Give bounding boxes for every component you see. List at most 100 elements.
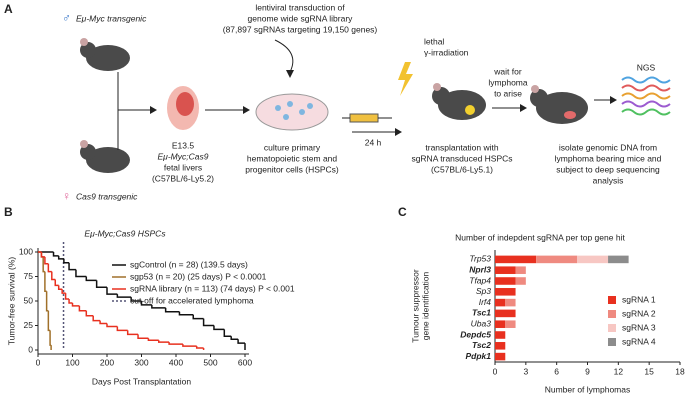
survival-step: [126, 330, 139, 336]
survival-step: [68, 262, 76, 271]
survival-step: [49, 330, 52, 346]
culture-text: culture primary: [264, 142, 321, 152]
ngs-text: NGS: [637, 62, 656, 72]
survival-step: [78, 305, 87, 312]
culture-text: hematopoietic stem and: [247, 153, 338, 163]
bar-segment: [495, 342, 506, 350]
wait-text: to arise: [494, 88, 522, 98]
bar-segment: [577, 255, 609, 264]
y-axis-label: Tumour suppressor: [410, 269, 420, 343]
lightning: [398, 62, 413, 96]
x-tick-label: 400: [169, 357, 183, 367]
survival-step: [45, 291, 49, 312]
bar-segment: [515, 277, 526, 285]
male-line: Eμ-Myc transgenic: [76, 13, 147, 23]
y-axis-label: Tumor-free survival (%): [6, 257, 16, 346]
transplant-text: transplantation with: [425, 142, 499, 152]
survival-step: [57, 255, 64, 260]
x-tick-label: 0: [36, 357, 41, 367]
wait-text: wait for: [493, 66, 522, 76]
bar-segment: [495, 331, 506, 339]
panel-label: C: [398, 205, 407, 219]
category-label: Sp3: [476, 286, 491, 296]
x-axis-label: Days Post Transplantation: [92, 376, 191, 386]
survival-step: [63, 258, 70, 264]
legend-label: sgRNA 3: [622, 322, 656, 332]
x-tick-label: 18: [675, 366, 685, 376]
survival-step: [71, 302, 80, 307]
survival-step: [116, 294, 132, 298]
x-axis-label: Number of lymphomas: [545, 384, 631, 394]
embryo-text: (C57BL/6-Ly5.2): [152, 173, 214, 183]
chart-title: Eμ-Myc;Cas9 HSPCs: [84, 228, 166, 238]
sequencing-text: analysis: [593, 175, 624, 185]
survival-step: [44, 256, 49, 265]
x-tick-label: 300: [134, 357, 148, 367]
transplant-text: sgRNA transduced HSPCs: [411, 153, 512, 163]
survival-step: [85, 310, 94, 317]
chart-title: Number of indepdent sgRNA per top gene h…: [455, 232, 625, 242]
category-label: Tsc1: [472, 308, 491, 318]
survival-step: [140, 301, 152, 306]
arrow: [520, 104, 527, 112]
category-label: Uba3: [471, 318, 492, 328]
legend-label: sgRNA 1: [622, 294, 656, 304]
survival-step: [151, 304, 166, 309]
category-label: Trp53: [469, 254, 491, 264]
x-tick-label: 6: [554, 366, 559, 376]
survival-step: [52, 252, 59, 257]
irradiation-text: γ-irradiation: [424, 47, 469, 57]
legend-swatch: [608, 310, 616, 318]
bar-segment: [608, 255, 629, 264]
survival-step: [106, 323, 118, 328]
male-symbol: ♂: [62, 11, 71, 25]
bar-segment: [495, 320, 506, 328]
x-tick-label: 15: [644, 366, 654, 376]
female-line: Cas9 transgenic: [76, 191, 138, 201]
embryo-text: Eμ-Myc;Cas9: [158, 151, 209, 161]
survival-step: [47, 310, 51, 332]
category-label: Nprl3: [469, 264, 491, 274]
x-tick-label: 9: [585, 366, 590, 376]
y-axis-label: gene identification: [420, 271, 430, 340]
sequencing-text: isolate genomic DNA from: [559, 142, 657, 152]
survival-step: [116, 326, 128, 332]
sequencing-text: subject to deep sequencing: [556, 164, 660, 174]
syringe: [342, 113, 392, 123]
x-tick-label: 3: [523, 366, 528, 376]
legend-label: sgRNA library (n = 113) (74 days) P < 0.…: [130, 283, 295, 293]
bar-segment: [495, 266, 516, 274]
legend-label: sgRNA 2: [622, 308, 656, 318]
x-tick-label: 600: [238, 357, 252, 367]
transplant-text: (C57BL/6-Ly5.1): [431, 164, 493, 174]
x-tick-label: 500: [203, 357, 217, 367]
category-label: Depdc5: [460, 329, 491, 339]
survival-step: [213, 325, 225, 331]
survival-step: [44, 271, 47, 292]
x-tick-label: 12: [614, 366, 624, 376]
survival-step: [99, 320, 107, 325]
cross-line: [117, 72, 150, 150]
survival-step: [95, 280, 107, 289]
lymphoma: [564, 111, 576, 119]
bar-segment: [495, 288, 516, 296]
bar-segment: [505, 298, 516, 307]
sequencing-text: lymphoma bearing mice and: [555, 153, 662, 163]
arrow: [610, 96, 617, 104]
radiation-badge: [465, 105, 475, 115]
survival-step: [54, 279, 59, 287]
embryo-text: E13.5: [172, 140, 194, 150]
female-symbol: ♀: [62, 189, 71, 203]
irradiation-text: lethal: [424, 36, 444, 46]
bar-segment: [505, 320, 516, 328]
x-tick-label: 200: [100, 357, 114, 367]
survival-step: [178, 311, 194, 316]
survival-step: [68, 299, 73, 304]
bar-segment: [495, 309, 516, 318]
bar-segment: [495, 277, 516, 285]
panel-label: A: [4, 2, 13, 16]
library-text: lentiviral transduction of: [255, 2, 345, 12]
arrow: [243, 106, 250, 114]
legend-label: sgControl (n = 28) (139.5 days): [130, 259, 248, 269]
